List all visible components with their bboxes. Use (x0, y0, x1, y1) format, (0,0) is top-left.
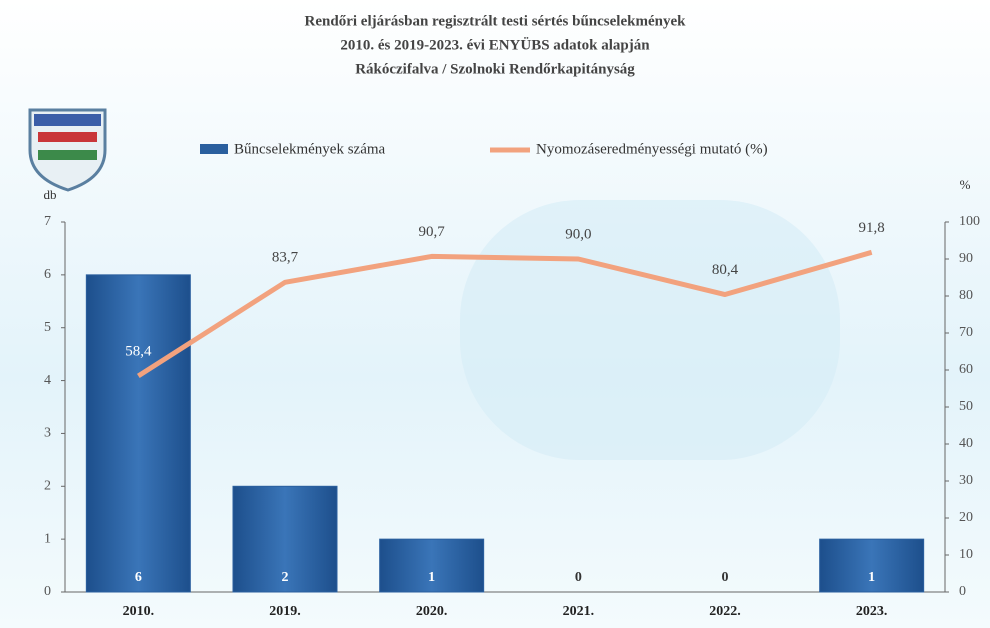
bar (379, 538, 485, 593)
title-line: 2010. és 2019-2023. évi ENYÜBS adatok al… (340, 36, 650, 53)
title-line: Rendőri eljárásban regisztrált testi sér… (305, 13, 687, 29)
legend-label: Bűncselekmények száma (234, 141, 386, 157)
y2-tick-label: 10 (959, 547, 973, 562)
bar (819, 538, 925, 593)
y2-tick-label: 20 (959, 510, 973, 525)
bar-value-label: 2 (282, 570, 289, 585)
line-value-label: 90,7 (419, 224, 446, 240)
bar (85, 274, 191, 593)
y2-tick-label: 30 (959, 473, 973, 488)
y2-tick-label: 90 (959, 251, 973, 266)
y2-tick-label: 40 (959, 436, 973, 451)
y2-axis-label: % (960, 177, 971, 192)
x-tick-label: 2010. (123, 604, 155, 619)
bar-value-label: 1 (428, 570, 435, 585)
y2-tick-label: 50 (959, 399, 973, 414)
y2-tick-label: 0 (959, 584, 966, 599)
y-tick-label: 2 (44, 479, 51, 494)
y-tick-label: 7 (44, 214, 51, 229)
bar-value-label: 6 (135, 570, 142, 585)
bar-value-label: 0 (575, 570, 582, 585)
x-tick-label: 2020. (416, 604, 448, 619)
y2-tick-label: 70 (959, 325, 973, 340)
y-tick-label: 0 (44, 584, 51, 599)
line-value-label: 91,8 (859, 220, 885, 236)
x-tick-label: 2023. (856, 604, 888, 619)
watermark (460, 200, 840, 460)
line-value-label: 83,7 (272, 250, 299, 266)
line-value-label: 80,4 (712, 262, 739, 278)
y-tick-label: 4 (44, 373, 51, 388)
legend-swatch (200, 144, 228, 154)
line-value-label: 58,4 (125, 343, 152, 359)
logo (28, 108, 107, 192)
y2-tick-label: 60 (959, 362, 973, 377)
y-tick-label: 1 (44, 531, 51, 546)
line-value-label: 90,0 (565, 226, 591, 242)
legend-label: Nyomozáseredményességi mutató (%) (536, 141, 768, 157)
y-tick-label: 3 (44, 426, 51, 441)
x-tick-label: 2021. (563, 604, 595, 619)
y2-tick-label: 80 (959, 288, 973, 303)
title-line: Rákóczifalva / Szolnoki Rendőrkapitánysá… (355, 61, 635, 77)
bar-value-label: 1 (868, 570, 875, 585)
bar (232, 485, 338, 593)
y-tick-label: 6 (44, 267, 51, 282)
line (136, 249, 873, 379)
y-tick-label: 5 (44, 320, 51, 335)
y-axis-label: db (44, 187, 57, 202)
y2-tick-label: 100 (959, 214, 980, 229)
x-tick-label: 2022. (709, 604, 741, 619)
x-tick-label: 2019. (269, 604, 301, 619)
bar-value-label: 0 (722, 570, 729, 585)
